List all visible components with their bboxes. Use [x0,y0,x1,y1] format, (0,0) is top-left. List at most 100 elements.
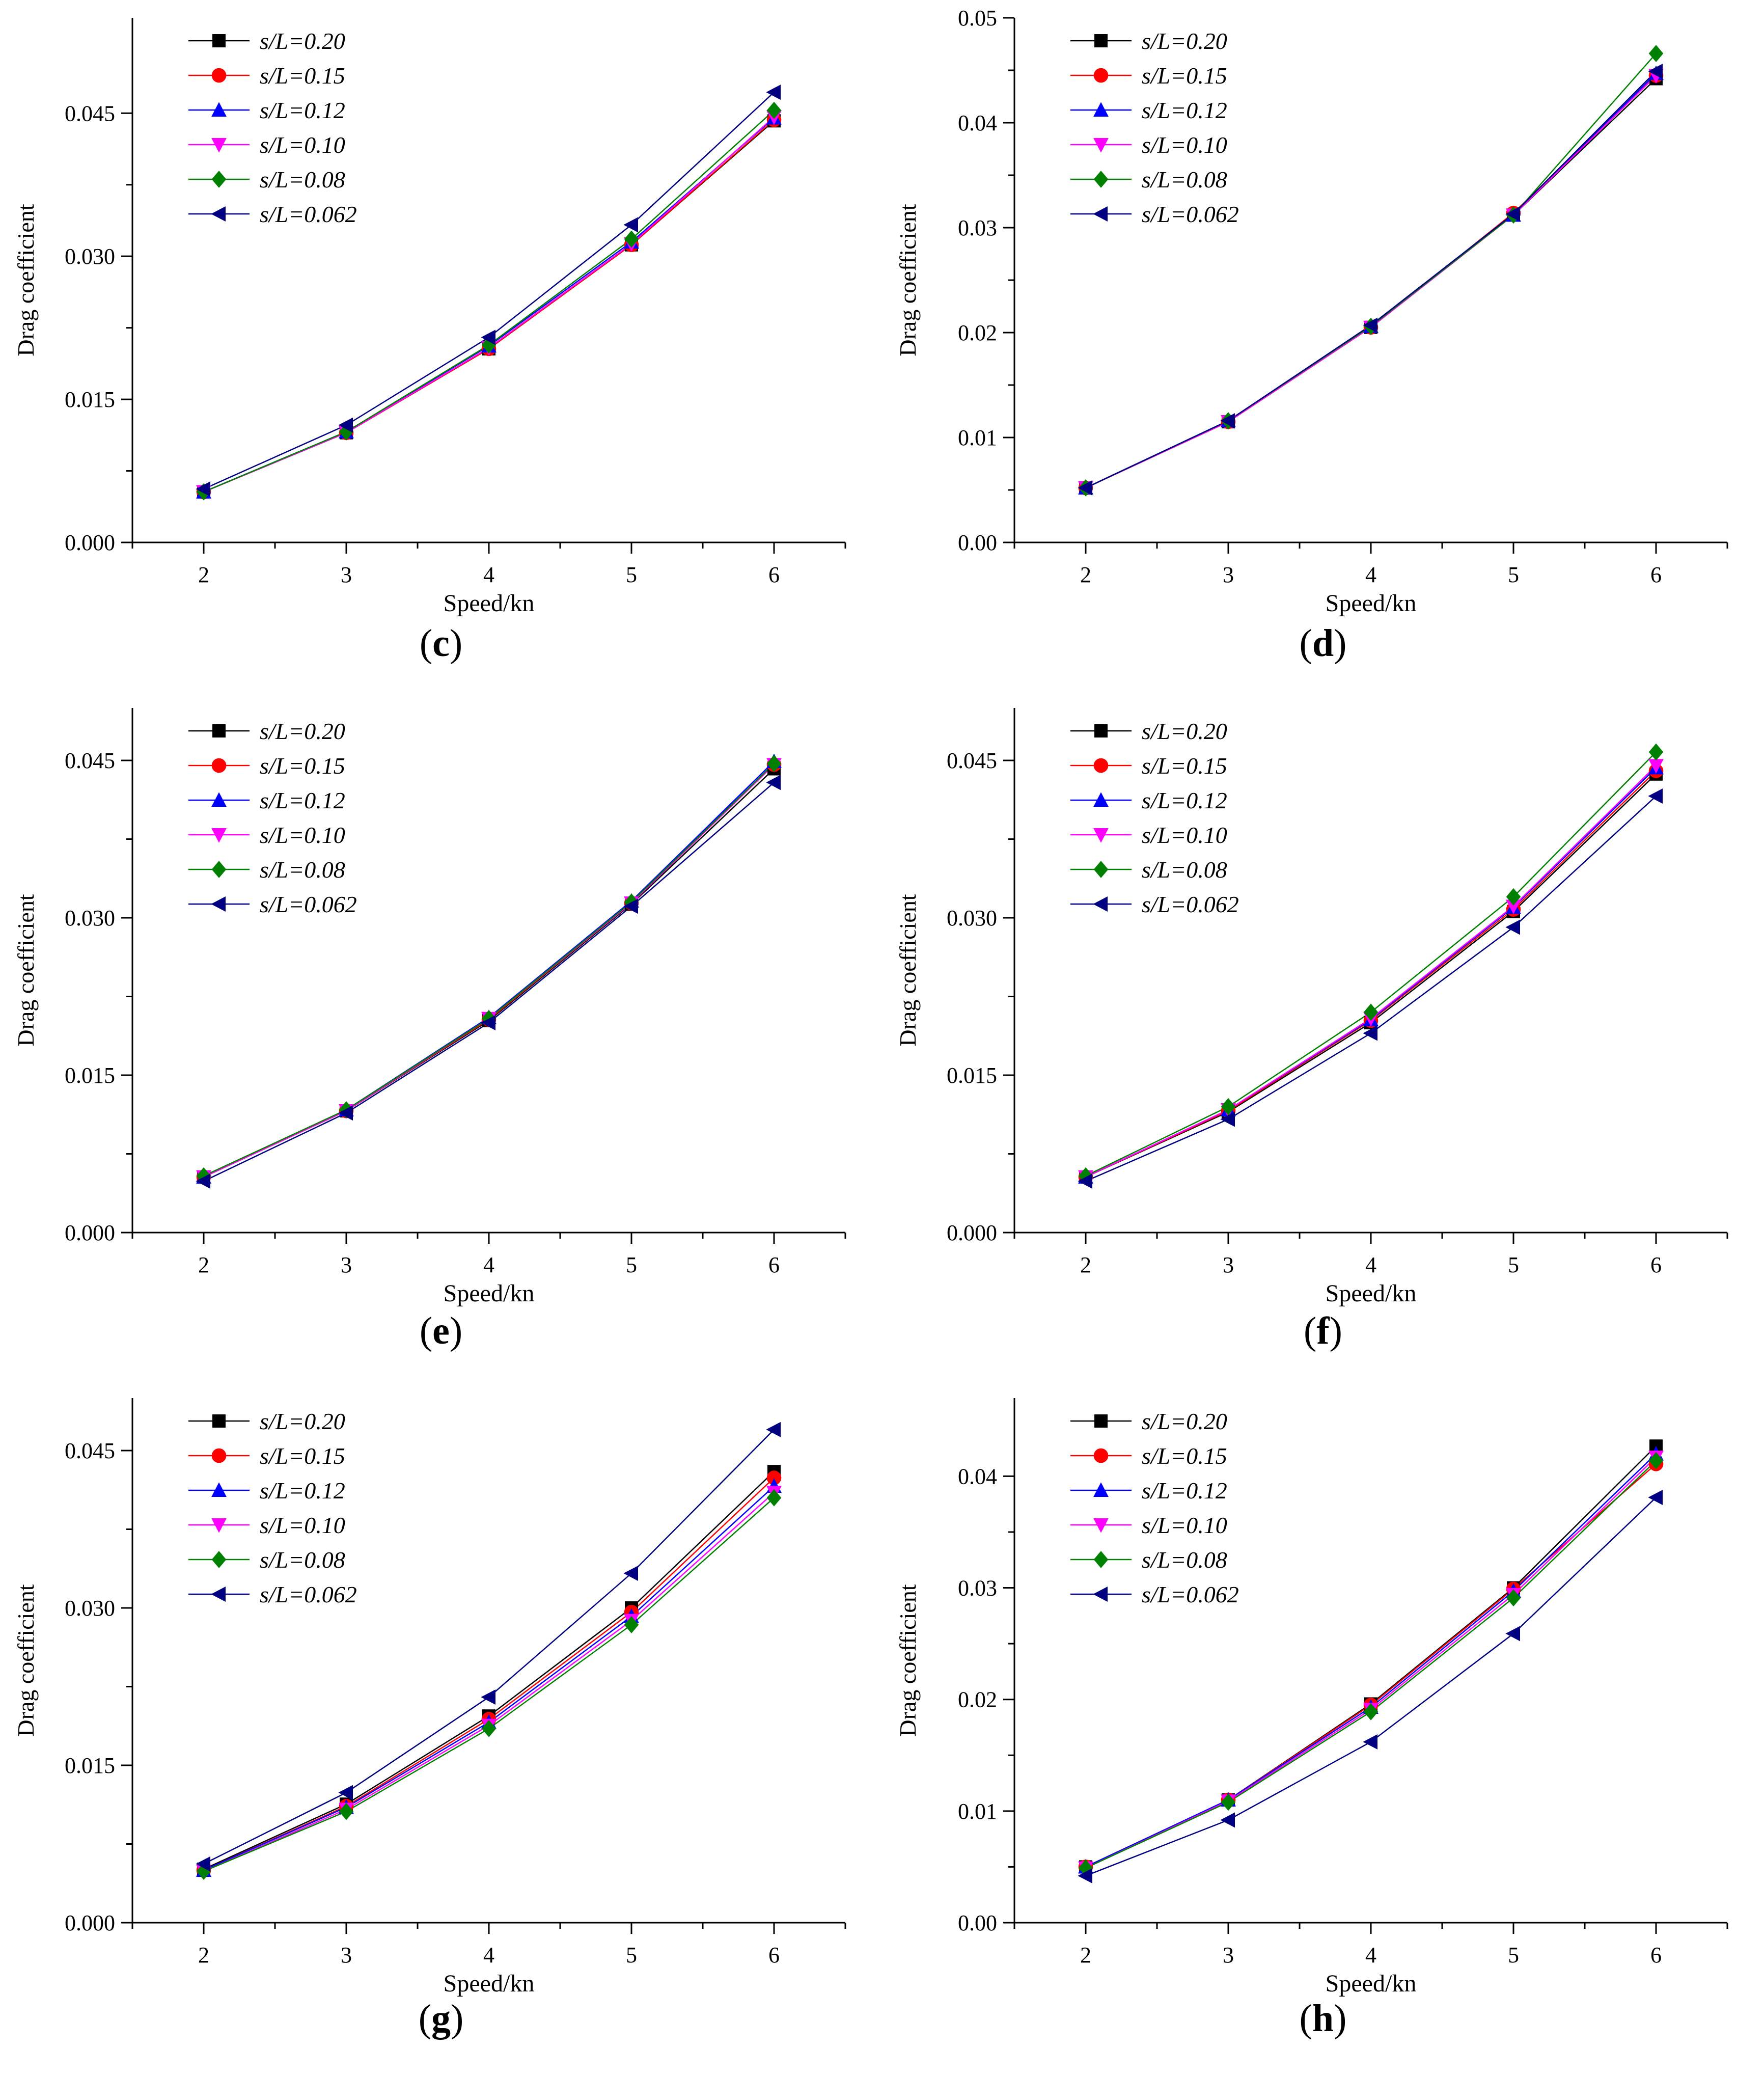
y-tick-label: 0.02 [958,1687,997,1712]
legend-marker [1093,1518,1109,1533]
legend: s/L=0.20 s/L=0.15 s/L=0.12 s/L=0.10 s/L=0.08… [1070,1408,1239,1607]
legend-label: s/L=0.15 [260,1443,345,1469]
caption-letter: h [1312,1997,1334,2040]
legend-label: s/L=0.12 [1142,1478,1227,1504]
data-point [481,330,495,345]
caption-paren-open: ( [419,622,433,665]
chart-panel-f: 0.000 0.015 0.030 0.045 2 3 4 5 6 Speed/kn Drag co… [895,708,1728,1307]
x-tick-label: 6 [768,562,780,587]
x-tick-label: 4 [483,562,494,587]
legend: s/L=0.20 s/L=0.15 s/L=0.12 s/L=0.10 s/L=0.08… [1070,718,1239,917]
legend-marker [211,758,227,773]
y-tick-label: 0.03 [958,215,997,240]
legend-marker [1093,171,1109,188]
data-point [1221,1098,1236,1115]
data-point [338,417,353,433]
y-tick-label: 0.015 [65,387,115,412]
x-axis-label: Speed/kn [1326,1280,1417,1307]
legend-label: s/L=0.08 [1142,167,1227,193]
y-tick-label: 0.030 [65,906,115,931]
data-point [339,423,354,441]
caption-paren-open: ( [1299,622,1312,665]
data-point [1648,64,1663,79]
x-tick-label: 3 [1223,1943,1234,1968]
data-point [1221,1793,1236,1811]
axes: 0.000 0.015 0.030 0.045 2 3 4 5 6 [65,1398,846,1968]
data-point [1506,899,1521,914]
data-point [1505,1626,1520,1642]
data-point [766,1489,782,1507]
legend-marker [1094,1414,1108,1428]
legend-label: s/L=0.15 [1142,753,1227,779]
legend-marker [1093,828,1109,843]
caption-paren-close: ) [451,1997,464,2040]
legend-label: s/L=0.12 [260,1478,345,1504]
series-group [1078,45,1664,497]
legend-label: s/L=0.062 [1142,201,1239,227]
y-tick-label: 0.05 [958,6,997,31]
y-tick-label: 0.00 [958,530,997,555]
x-axis-label: Speed/kn [444,590,535,617]
y-tick-label: 0.00 [958,1910,997,1935]
legend-marker [1093,1551,1109,1568]
axes: 0.000 0.015 0.030 0.045 2 3 4 5 6 [65,18,846,587]
axes: 0.000 0.015 0.030 0.045 2 3 4 5 6 [65,708,846,1277]
data-point [766,1422,781,1437]
legend-marker [1093,1482,1109,1497]
legend-label: s/L=0.10 [1142,1512,1227,1538]
x-tick-label: 4 [483,1943,494,1968]
x-tick-label: 5 [1508,1252,1519,1277]
legend-marker [1093,758,1109,773]
legend-label: s/L=0.062 [1142,1581,1239,1607]
data-point [623,898,638,914]
series-line [1085,1445,1657,1868]
data-point [196,1863,211,1880]
caption-letter: e [432,1309,450,1352]
legend-label: s/L=0.20 [1142,1408,1227,1434]
panel-caption-c: (c) [339,621,543,666]
legend-marker [211,171,227,188]
data-point [1363,1734,1377,1750]
y-tick-label: 0.04 [958,111,997,135]
series-line [1085,751,1657,1177]
data-point [766,101,782,119]
data-point [1078,1868,1092,1883]
legend-label: s/L=0.12 [260,97,345,123]
x-axis-label: Speed/kn [444,1970,535,1997]
x-axis-label: Speed/kn [1326,1970,1417,1997]
y-tick-label: 0.030 [947,906,997,931]
legend-label: s/L=0.15 [260,753,345,779]
legend: s/L=0.20 s/L=0.15 s/L=0.12 s/L=0.10 s/L=0.08… [188,1408,357,1607]
y-tick-label: 0.01 [958,425,997,450]
y-tick-label: 0.045 [65,1438,115,1463]
axes: 0.00 0.01 0.02 0.03 0.04 2 3 4 5 6 [958,1398,1728,1968]
panel-caption-d: (d) [1221,621,1425,666]
data-point [338,1785,353,1800]
data-point [1505,919,1520,935]
x-tick-label: 5 [626,562,637,587]
y-tick-label: 0.015 [947,1063,997,1088]
data-point [1648,1452,1664,1469]
caption-paren-close: ) [1334,622,1347,665]
data-point [481,336,497,354]
y-tick-label: 0.015 [65,1753,115,1778]
data-point [1220,413,1235,428]
legend-label: s/L=0.10 [1142,822,1227,848]
legend-marker [1093,792,1109,807]
panel-caption-h: (h) [1221,1997,1425,2041]
legend-marker [1093,1587,1108,1602]
x-tick-label: 4 [1365,562,1376,587]
caption-paren-close: ) [1329,1309,1342,1352]
x-tick-label: 2 [198,1943,209,1968]
legend: s/L=0.20 s/L=0.15 s/L=0.12 s/L=0.10 s/L=0.08… [188,718,357,917]
caption-letter: g [431,1997,451,2040]
y-tick-label: 0.045 [65,748,115,773]
legend-label: s/L=0.20 [260,28,345,54]
data-point [1078,1859,1093,1877]
series-group [1078,1439,1664,1883]
legend-label: s/L=0.062 [260,891,357,917]
legend-marker [211,792,227,807]
legend: s/L=0.20 s/L=0.15 s/L=0.12 s/L=0.10 s/L=0.08… [1070,28,1239,227]
legend-marker [1093,206,1108,222]
